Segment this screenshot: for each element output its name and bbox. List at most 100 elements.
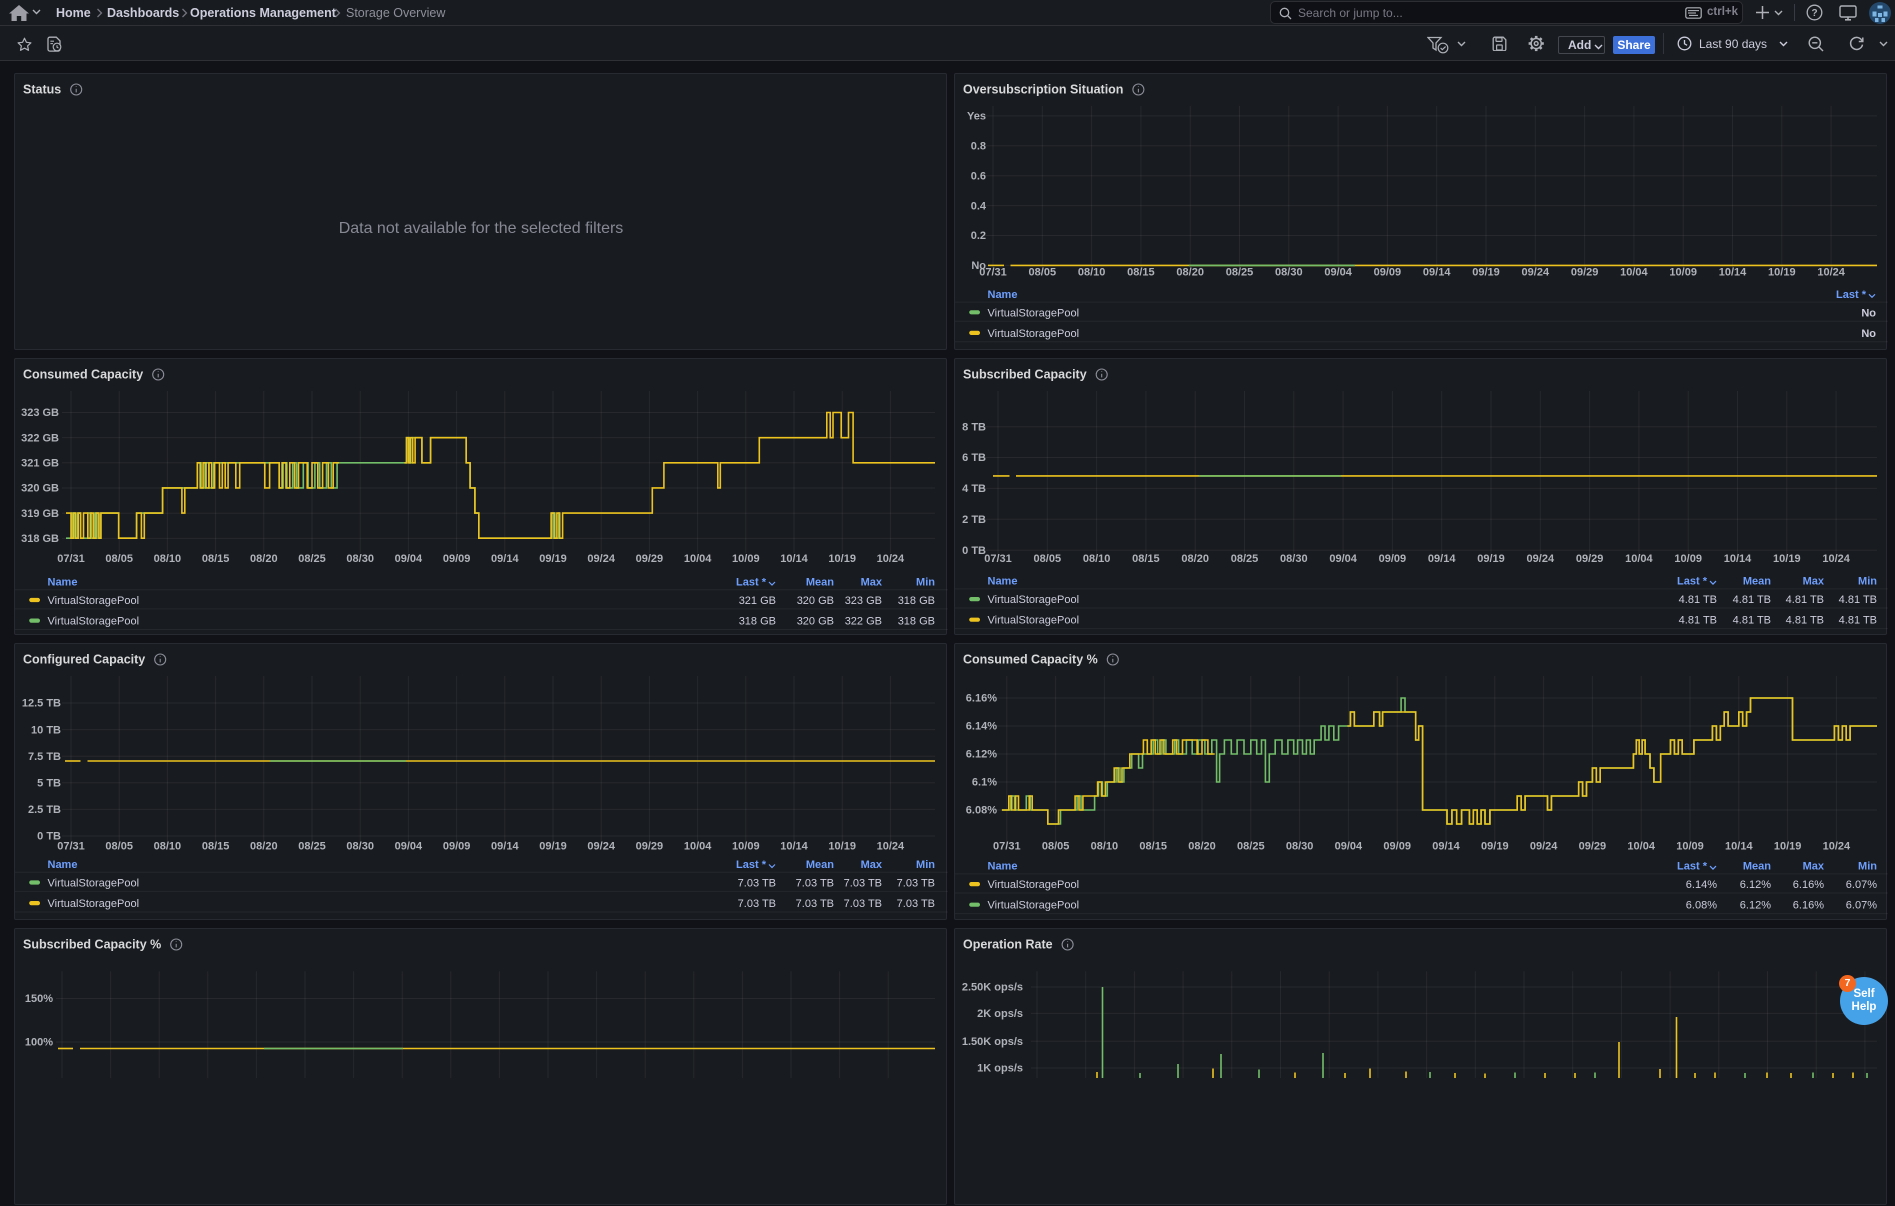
svg-text:VirtualStoragePool: VirtualStoragePool bbox=[988, 879, 1080, 891]
svg-text:Yes: Yes bbox=[967, 111, 986, 123]
svg-text:09/24: 09/24 bbox=[587, 553, 615, 565]
svg-text:10/04: 10/04 bbox=[1620, 267, 1648, 279]
svg-text:VirtualStoragePool: VirtualStoragePool bbox=[988, 594, 1080, 606]
svg-text:0 TB: 0 TB bbox=[962, 545, 986, 557]
svg-text:10/09: 10/09 bbox=[1676, 841, 1704, 853]
svg-text:No: No bbox=[1861, 328, 1876, 340]
svg-text:08/25: 08/25 bbox=[298, 553, 326, 565]
svg-text:08/05: 08/05 bbox=[1042, 841, 1070, 853]
svg-text:09/04: 09/04 bbox=[395, 841, 423, 853]
svg-text:321 GB: 321 GB bbox=[21, 458, 59, 470]
svg-text:4.81 TB: 4.81 TB bbox=[1839, 594, 1877, 606]
svg-text:VirtualStoragePool: VirtualStoragePool bbox=[988, 328, 1080, 340]
svg-text:10/24: 10/24 bbox=[877, 841, 905, 853]
svg-text:09/29: 09/29 bbox=[1571, 267, 1599, 279]
svg-text:6.16%: 6.16% bbox=[1793, 900, 1824, 912]
svg-text:8 TB: 8 TB bbox=[962, 421, 986, 433]
svg-text:Last *: Last * bbox=[1677, 861, 1708, 873]
svg-text:08/20: 08/20 bbox=[1181, 553, 1209, 565]
svg-text:Max: Max bbox=[1803, 861, 1825, 873]
svg-text:09/09: 09/09 bbox=[1374, 267, 1402, 279]
svg-text:6.16%: 6.16% bbox=[1793, 879, 1824, 891]
svg-text:Last *: Last * bbox=[736, 577, 767, 589]
svg-text:10/09: 10/09 bbox=[1674, 553, 1702, 565]
svg-text:VirtualStoragePool: VirtualStoragePool bbox=[48, 878, 140, 890]
svg-text:4.81 TB: 4.81 TB bbox=[1679, 615, 1717, 627]
svg-text:4 TB: 4 TB bbox=[962, 483, 986, 495]
svg-text:Operation Rate: Operation Rate bbox=[963, 938, 1053, 952]
svg-text:08/05: 08/05 bbox=[105, 841, 133, 853]
svg-text:08/30: 08/30 bbox=[1280, 553, 1308, 565]
svg-text:10/24: 10/24 bbox=[1823, 841, 1851, 853]
svg-text:10/24: 10/24 bbox=[1817, 267, 1845, 279]
svg-text:10/04: 10/04 bbox=[684, 841, 712, 853]
svg-text:Name: Name bbox=[988, 861, 1018, 873]
svg-text:08/30: 08/30 bbox=[1275, 267, 1303, 279]
svg-text:09/14: 09/14 bbox=[491, 553, 519, 565]
svg-text:07/31: 07/31 bbox=[993, 841, 1021, 853]
svg-text:6.1%: 6.1% bbox=[972, 777, 997, 789]
svg-text:7.03 TB: 7.03 TB bbox=[844, 898, 882, 910]
svg-text:07/31: 07/31 bbox=[57, 553, 85, 565]
svg-text:08/10: 08/10 bbox=[154, 841, 182, 853]
svg-text:09/29: 09/29 bbox=[636, 841, 664, 853]
svg-text:Name: Name bbox=[48, 859, 78, 871]
svg-text:318 GB: 318 GB bbox=[21, 533, 59, 545]
svg-text:08/05: 08/05 bbox=[1034, 553, 1062, 565]
svg-text:08/30: 08/30 bbox=[1286, 841, 1314, 853]
svg-text:318 GB: 318 GB bbox=[898, 595, 935, 607]
svg-text:09/04: 09/04 bbox=[1329, 553, 1357, 565]
svg-text:Data not available for the sel: Data not available for the selected filt… bbox=[339, 220, 624, 237]
svg-text:0 TB: 0 TB bbox=[37, 831, 61, 843]
svg-text:7.03 TB: 7.03 TB bbox=[796, 898, 834, 910]
svg-text:320 GB: 320 GB bbox=[21, 483, 59, 495]
svg-text:318 GB: 318 GB bbox=[898, 616, 935, 628]
svg-text:7.03 TB: 7.03 TB bbox=[796, 878, 834, 890]
svg-text:09/19: 09/19 bbox=[539, 841, 567, 853]
svg-text:4.81 TB: 4.81 TB bbox=[1733, 594, 1771, 606]
svg-text:318 GB: 318 GB bbox=[739, 616, 776, 628]
svg-text:10/19: 10/19 bbox=[1773, 553, 1801, 565]
svg-text:1K ops/s: 1K ops/s bbox=[977, 1063, 1023, 1075]
svg-text:2K ops/s: 2K ops/s bbox=[977, 1008, 1023, 1020]
svg-text:6.08%: 6.08% bbox=[1686, 900, 1717, 912]
svg-text:320 GB: 320 GB bbox=[797, 595, 834, 607]
svg-text:2.50K ops/s: 2.50K ops/s bbox=[962, 982, 1023, 994]
svg-text:320 GB: 320 GB bbox=[797, 616, 834, 628]
svg-text:10/14: 10/14 bbox=[1725, 841, 1753, 853]
svg-text:Min: Min bbox=[1858, 861, 1877, 873]
svg-text:4.81 TB: 4.81 TB bbox=[1839, 615, 1877, 627]
svg-text:VirtualStoragePool: VirtualStoragePool bbox=[988, 900, 1080, 912]
svg-text:Configured Capacity: Configured Capacity bbox=[23, 653, 145, 667]
svg-text:6.16%: 6.16% bbox=[966, 693, 997, 705]
svg-text:2 TB: 2 TB bbox=[962, 514, 986, 526]
svg-text:6.14%: 6.14% bbox=[966, 721, 997, 733]
svg-text:Mean: Mean bbox=[806, 577, 834, 589]
svg-text:08/20: 08/20 bbox=[250, 841, 278, 853]
svg-text:08/25: 08/25 bbox=[1237, 841, 1265, 853]
svg-text:09/24: 09/24 bbox=[1530, 841, 1558, 853]
svg-text:Name: Name bbox=[48, 577, 78, 589]
svg-text:10/14: 10/14 bbox=[780, 553, 808, 565]
svg-text:Oversubscription Situation: Oversubscription Situation bbox=[963, 83, 1123, 97]
svg-text:4.81 TB: 4.81 TB bbox=[1786, 615, 1824, 627]
svg-text:7.03 TB: 7.03 TB bbox=[897, 878, 935, 890]
svg-text:08/25: 08/25 bbox=[1226, 267, 1254, 279]
svg-text:7.03 TB: 7.03 TB bbox=[844, 878, 882, 890]
svg-text:No: No bbox=[971, 260, 986, 272]
svg-text:08/05: 08/05 bbox=[1029, 267, 1057, 279]
svg-text:Max: Max bbox=[861, 577, 883, 589]
svg-text:No: No bbox=[1861, 307, 1876, 319]
svg-text:6.12%: 6.12% bbox=[966, 749, 997, 761]
svg-text:Max: Max bbox=[861, 859, 883, 871]
svg-text:0.8: 0.8 bbox=[971, 141, 986, 153]
svg-text:10/14: 10/14 bbox=[1719, 267, 1747, 279]
svg-text:08/10: 08/10 bbox=[1078, 267, 1106, 279]
svg-text:10/14: 10/14 bbox=[780, 841, 808, 853]
svg-text:09/14: 09/14 bbox=[1423, 267, 1451, 279]
svg-text:1.50K ops/s: 1.50K ops/s bbox=[962, 1036, 1023, 1048]
svg-text:09/09: 09/09 bbox=[1379, 553, 1407, 565]
svg-text:Min: Min bbox=[1858, 576, 1877, 588]
svg-text:321 GB: 321 GB bbox=[739, 595, 776, 607]
svg-text:4.81 TB: 4.81 TB bbox=[1733, 615, 1771, 627]
